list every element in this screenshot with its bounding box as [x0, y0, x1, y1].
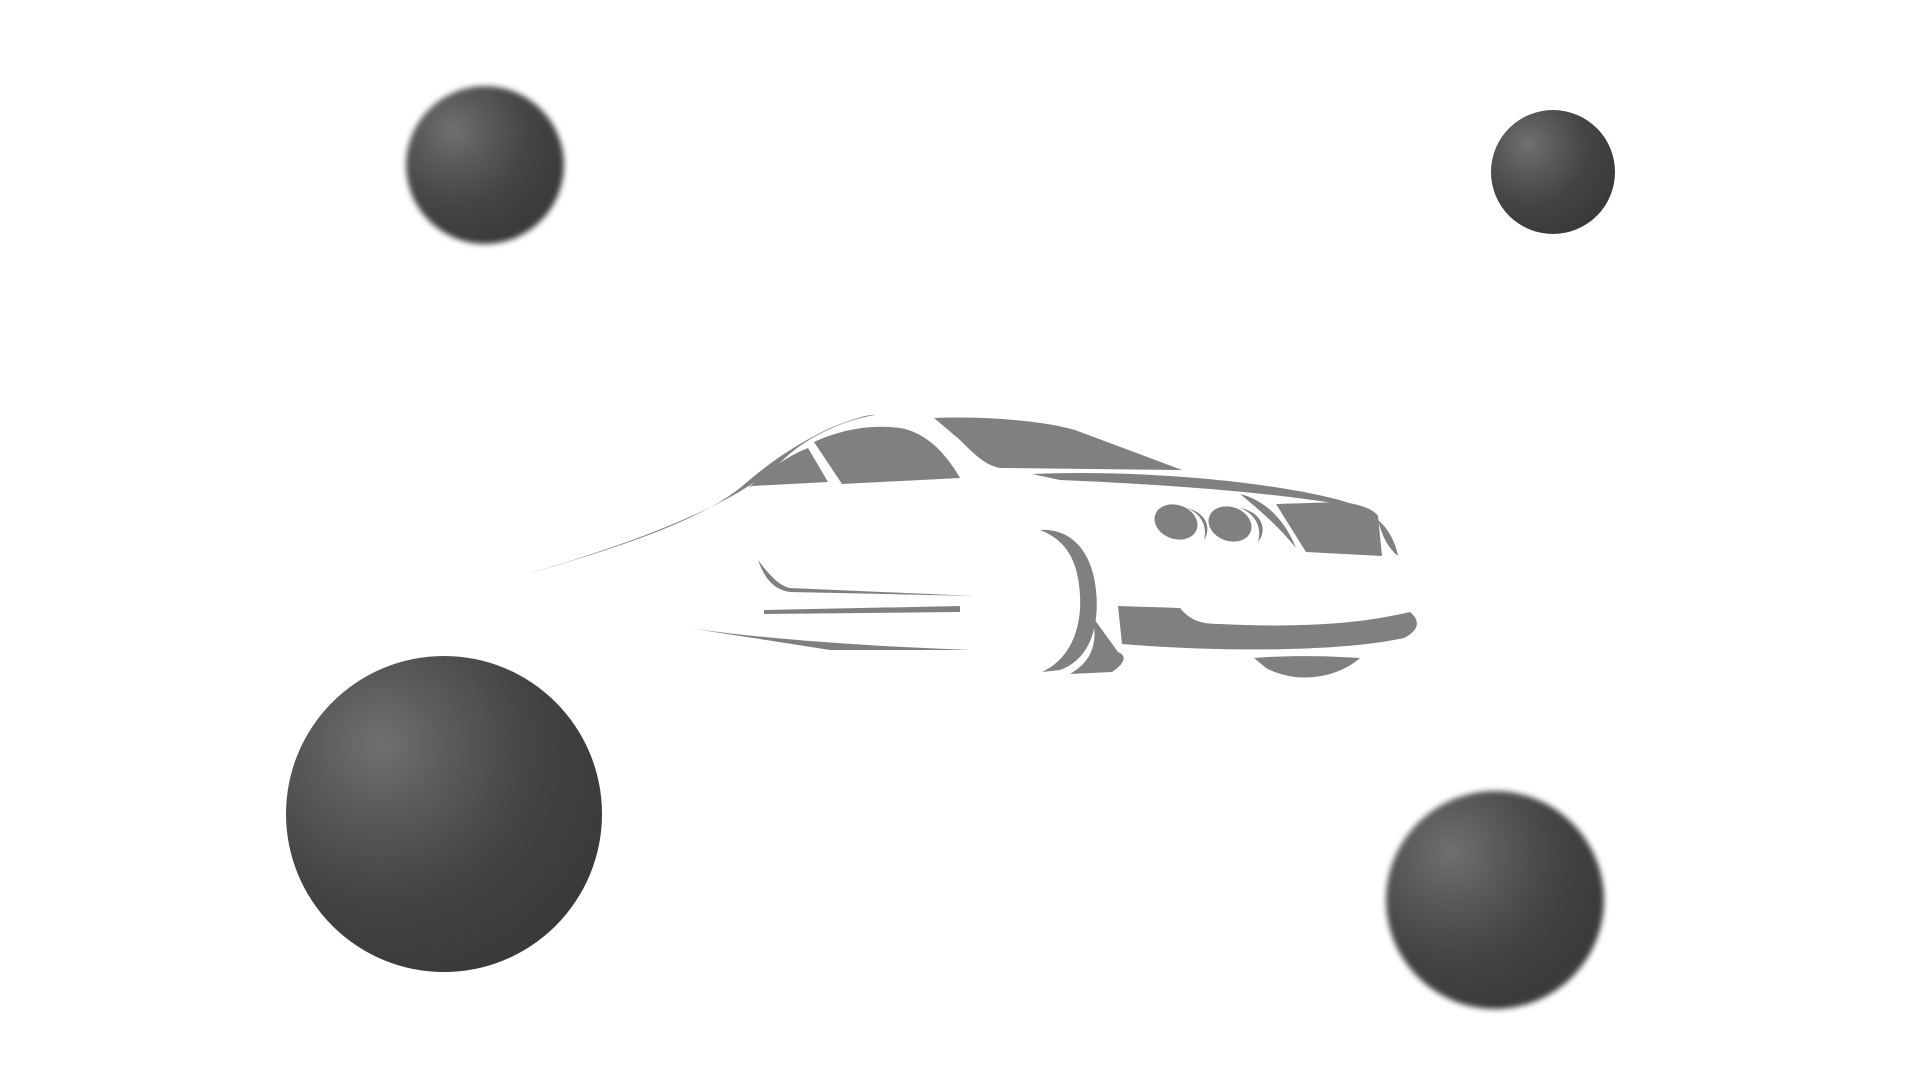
sphere-top-left	[406, 86, 564, 244]
sphere-top-right	[1491, 110, 1615, 234]
sphere-bottom-right	[1386, 791, 1604, 1009]
sphere-bottom-left	[286, 656, 602, 972]
